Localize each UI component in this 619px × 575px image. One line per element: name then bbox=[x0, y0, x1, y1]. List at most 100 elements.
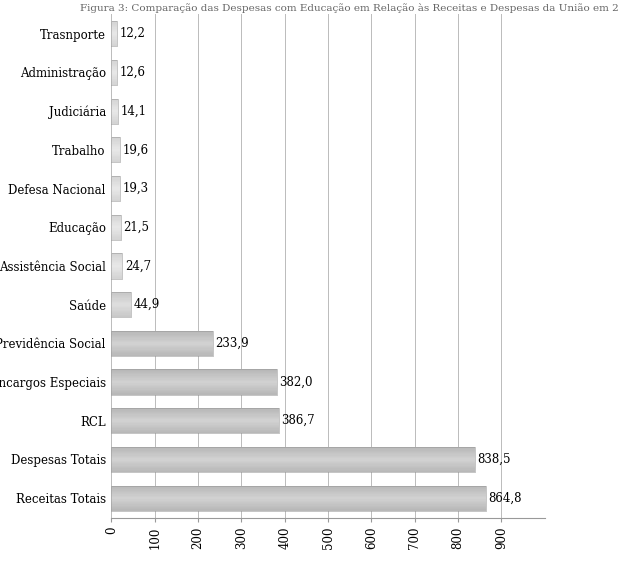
Bar bbox=[111, 293, 131, 294]
Bar bbox=[111, 221, 121, 222]
Text: 864,8: 864,8 bbox=[489, 492, 522, 505]
Bar bbox=[111, 308, 131, 310]
Bar bbox=[111, 80, 117, 81]
Bar bbox=[111, 141, 120, 142]
Bar bbox=[111, 377, 277, 378]
Bar bbox=[111, 448, 475, 450]
Text: 386,7: 386,7 bbox=[282, 414, 315, 427]
Bar bbox=[111, 156, 120, 158]
Bar bbox=[111, 196, 120, 197]
Bar bbox=[111, 197, 120, 198]
Bar bbox=[111, 26, 117, 28]
Bar bbox=[111, 451, 475, 452]
Bar bbox=[111, 150, 120, 151]
Bar bbox=[111, 217, 121, 218]
Bar bbox=[111, 39, 117, 40]
Bar bbox=[111, 310, 131, 311]
Bar bbox=[111, 466, 475, 467]
Bar bbox=[111, 98, 118, 100]
Bar bbox=[111, 182, 120, 183]
Bar bbox=[111, 374, 277, 375]
Bar bbox=[111, 106, 118, 108]
Bar bbox=[111, 470, 475, 471]
Bar bbox=[111, 263, 122, 264]
Bar bbox=[111, 371, 277, 372]
Text: 12,6: 12,6 bbox=[119, 66, 145, 79]
Bar bbox=[111, 183, 120, 185]
Bar bbox=[111, 111, 118, 112]
Bar bbox=[111, 297, 131, 298]
Bar bbox=[111, 25, 117, 26]
Bar bbox=[111, 422, 279, 423]
Bar bbox=[111, 298, 131, 300]
Bar bbox=[111, 189, 120, 190]
Bar bbox=[111, 421, 279, 422]
Bar bbox=[111, 462, 475, 463]
Bar bbox=[111, 190, 120, 191]
Bar bbox=[111, 387, 277, 388]
Bar bbox=[111, 501, 486, 502]
Bar bbox=[111, 271, 122, 272]
Bar bbox=[111, 344, 213, 346]
Bar bbox=[111, 110, 118, 111]
Bar bbox=[111, 489, 486, 490]
Bar bbox=[111, 306, 131, 307]
Bar bbox=[111, 337, 213, 338]
Bar bbox=[111, 115, 118, 116]
Bar bbox=[111, 239, 121, 240]
Bar bbox=[111, 413, 279, 415]
Bar bbox=[111, 43, 117, 44]
Bar bbox=[111, 386, 277, 387]
Bar bbox=[111, 316, 131, 317]
Bar bbox=[111, 22, 117, 24]
Bar bbox=[111, 315, 131, 316]
Bar bbox=[111, 262, 122, 263]
Bar bbox=[111, 65, 117, 66]
Bar bbox=[111, 431, 279, 432]
Bar bbox=[111, 30, 117, 31]
Bar bbox=[111, 254, 122, 278]
Bar bbox=[111, 340, 213, 341]
Bar bbox=[111, 24, 117, 25]
Bar bbox=[111, 447, 475, 472]
Bar bbox=[111, 158, 120, 159]
Bar bbox=[111, 385, 277, 386]
Bar bbox=[111, 301, 131, 302]
Bar bbox=[111, 313, 131, 315]
Bar bbox=[111, 120, 118, 121]
Bar bbox=[111, 423, 279, 424]
Bar bbox=[111, 392, 277, 393]
Bar bbox=[111, 72, 117, 74]
Bar bbox=[111, 432, 279, 434]
Bar bbox=[111, 256, 122, 257]
Bar bbox=[111, 415, 279, 416]
Bar bbox=[111, 302, 131, 304]
Bar bbox=[111, 270, 122, 271]
Bar bbox=[111, 29, 117, 30]
Text: 24,7: 24,7 bbox=[124, 259, 151, 273]
Text: Figura 3: Comparação das Despesas com Educação em Relação às Receitas e Despesas: Figura 3: Comparação das Despesas com Ed… bbox=[80, 3, 619, 13]
Bar bbox=[111, 31, 117, 32]
Bar bbox=[111, 220, 121, 221]
Bar bbox=[111, 388, 277, 390]
Bar bbox=[111, 490, 486, 492]
Bar bbox=[111, 384, 277, 385]
Bar bbox=[111, 346, 213, 347]
Bar bbox=[111, 505, 486, 507]
Bar bbox=[111, 112, 118, 114]
Bar bbox=[111, 276, 122, 277]
Bar bbox=[111, 108, 118, 109]
Bar bbox=[111, 176, 120, 201]
Bar bbox=[111, 36, 117, 37]
Bar bbox=[111, 218, 121, 220]
Bar bbox=[111, 78, 117, 79]
Bar bbox=[111, 468, 475, 470]
Bar bbox=[111, 292, 131, 317]
Bar bbox=[111, 32, 117, 34]
Bar bbox=[111, 195, 120, 196]
Bar bbox=[111, 67, 117, 68]
Bar bbox=[111, 382, 277, 384]
Bar bbox=[111, 60, 117, 61]
Bar bbox=[111, 28, 117, 29]
Bar bbox=[111, 408, 279, 434]
